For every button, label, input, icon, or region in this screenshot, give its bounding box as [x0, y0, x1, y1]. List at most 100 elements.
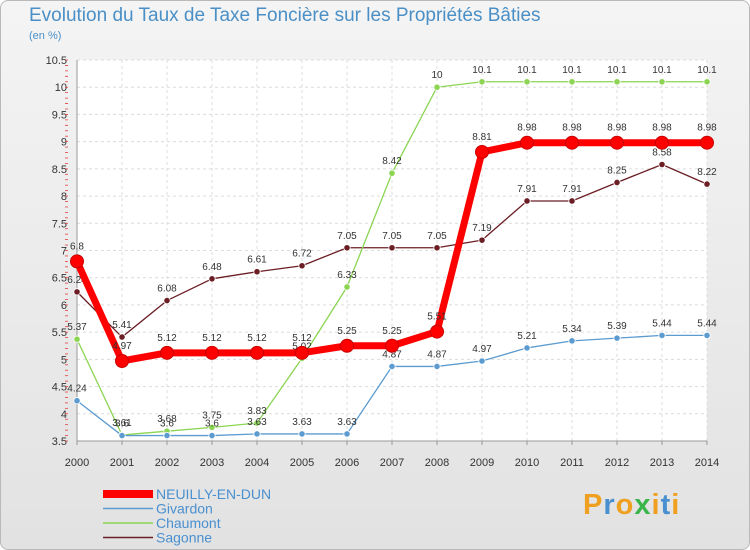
- data-point: [433, 362, 441, 371]
- logo-letter: r: [603, 489, 616, 521]
- data-point: [118, 431, 126, 440]
- legend-label-sagonne: Sagonne: [156, 530, 212, 546]
- data-label: 4.87: [427, 349, 447, 360]
- series-neuilly-en-dun: 6.8 4.97 5.12 5.12 5.12 5.12 5.25 5.25 5.51 8.81 8…: [70, 123, 717, 368]
- data-label: 7.91: [517, 184, 537, 195]
- series-givardon: 4.24 3.6 3.6 3.6 3.63 3.63 3.63 4.87 4.87 4.97 5.2…: [67, 318, 717, 440]
- data-point: [568, 337, 576, 345]
- data-point: [388, 362, 396, 371]
- data-point: [250, 345, 264, 360]
- data-label: 3.61: [112, 418, 132, 429]
- data-label: 8.42: [382, 156, 402, 167]
- logo-letter: i: [671, 489, 681, 521]
- data-label: 5.37: [67, 322, 87, 333]
- data-label: 7.19: [472, 223, 492, 234]
- data-label: 3.63: [292, 417, 312, 428]
- data-point: [118, 333, 126, 341]
- y-tick-label: 4: [61, 409, 67, 421]
- x-tick-label: 2014: [695, 457, 719, 469]
- data-point: [163, 431, 171, 440]
- data-label: 8.98: [562, 123, 582, 134]
- y-tick-label: 9: [61, 137, 67, 149]
- data-label: 10.1: [652, 65, 672, 76]
- data-label: 4.24: [67, 384, 87, 395]
- y-tick-label: 10: [55, 82, 67, 94]
- data-label: 6.61: [247, 255, 267, 266]
- data-label: 6.72: [292, 249, 312, 260]
- data-point: [610, 135, 624, 150]
- data-label: 8.98: [697, 123, 717, 134]
- data-label: 5.12: [247, 333, 267, 344]
- data-label: 3.68: [157, 414, 177, 425]
- chart-title: Evolution du Taux de Taxe Foncière sur l…: [29, 5, 541, 26]
- data-label: 8.81: [472, 132, 492, 143]
- legend-label-neuilly-en-dun: NEUILLY-EN-DUN: [156, 486, 271, 502]
- unit-label: (en %): [29, 30, 62, 42]
- y-tick-label: 9.5: [52, 109, 67, 121]
- data-point: [73, 335, 81, 343]
- data-point: [520, 135, 534, 150]
- logo-letter: t: [660, 489, 672, 521]
- logo-letter: o: [615, 489, 635, 521]
- data-label: 10.1: [607, 65, 627, 76]
- data-point: [478, 236, 486, 244]
- data-label: 8.98: [607, 123, 627, 134]
- data-point: [343, 430, 351, 438]
- proxiti-logo: Proxiti: [583, 489, 680, 522]
- data-point: [388, 169, 396, 177]
- data-label: 5.25: [382, 326, 402, 337]
- data-point: [655, 135, 669, 150]
- data-label: 5.12: [157, 333, 177, 344]
- x-tick-label: 2004: [245, 457, 269, 469]
- data-label: 10.1: [562, 65, 582, 76]
- data-label: 8.22: [697, 167, 717, 178]
- data-point: [703, 78, 711, 86]
- data-point: [343, 244, 351, 252]
- data-label: 8.98: [517, 123, 537, 134]
- data-point: [115, 353, 129, 368]
- data-label: 10.1: [472, 65, 492, 76]
- y-tick-label: 8: [61, 191, 67, 203]
- data-label: 3.63: [337, 417, 357, 428]
- data-point: [703, 331, 711, 340]
- data-label: 3.6: [205, 419, 219, 430]
- data-label: 8.98: [652, 123, 672, 134]
- x-tick-label: 2002: [155, 457, 179, 469]
- data-point: [478, 357, 486, 365]
- x-tick-label: 2001: [110, 457, 134, 469]
- x-tick-label: 2009: [470, 457, 494, 469]
- data-point: [385, 338, 399, 353]
- y-tick-label: 7.5: [52, 218, 67, 230]
- data-label: 4.87: [382, 349, 402, 360]
- data-label: 7.05: [427, 231, 447, 242]
- data-label: 7.91: [562, 184, 582, 195]
- data-label: 10.1: [697, 65, 717, 76]
- data-point: [658, 160, 666, 169]
- y-tick-label: 6.5: [52, 273, 67, 285]
- logo-letter: P: [583, 489, 604, 521]
- series-layer: 6.24 5.41 6.08 6.48 6.61 6.72 7.05 7.05 7.05 7.19…: [67, 65, 717, 440]
- x-tick-label: 2008: [425, 457, 449, 469]
- data-point: [208, 275, 216, 283]
- data-label: 5.21: [517, 331, 537, 342]
- logo-letter: x: [634, 489, 652, 521]
- x-tick-label: 2000: [65, 457, 89, 469]
- data-point: [298, 430, 306, 438]
- legend-label-chaumont: Chaumont: [156, 515, 221, 531]
- data-point: [208, 423, 216, 431]
- x-tick-label: 2006: [335, 457, 359, 469]
- data-point: [295, 345, 309, 360]
- axes-layer: 3.5 4 4.5 5 5.5 6 6.5 7 7.5 8 8.5 9 9.5 10 10.5 2000 200…: [46, 55, 720, 469]
- data-point: [160, 345, 174, 360]
- data-label: 7.05: [382, 231, 402, 242]
- data-point: [523, 344, 531, 352]
- data-point: [475, 144, 489, 159]
- data-label: 5.51: [427, 312, 447, 323]
- data-point: [523, 78, 531, 86]
- data-label: 3.6: [115, 419, 129, 430]
- data-label: 3.75: [202, 410, 222, 421]
- data-point: [253, 430, 261, 438]
- data-label: 4.97: [472, 344, 492, 355]
- y-tick-label: 4.5: [52, 382, 67, 394]
